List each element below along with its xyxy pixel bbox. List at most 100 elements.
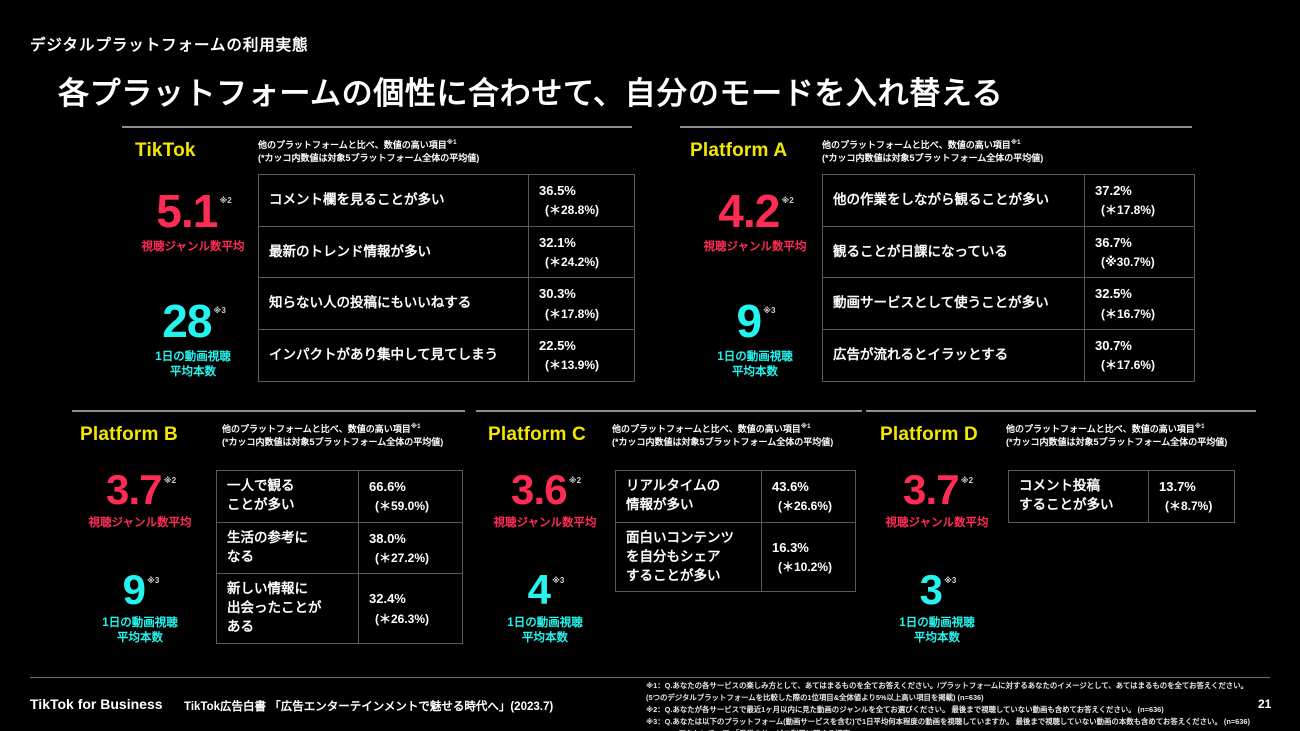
note-line-2: (*カッコ内数値は対象5プラットフォーム全体の平均値): [612, 437, 834, 448]
metric-caption-line2: 平均本数: [732, 366, 778, 379]
metric-videos-c: 4 ※3 1日の動画視聴 平均本数: [470, 569, 620, 647]
stat-value-average: (＊27.2%): [375, 550, 430, 565]
stat-value-main: 36.7%: [1095, 234, 1132, 250]
metric-footnote-ref: ※2: [163, 476, 177, 485]
stat-value-average: (※30.7%): [1101, 254, 1155, 269]
metric-genre-c: 3.6 ※2 視聴ジャンル数平均: [470, 469, 620, 531]
metric-caption-line1: 1日の動画視聴: [507, 616, 583, 629]
metric-footnote-ref: ※2: [781, 196, 794, 205]
stat-value-average: (＊28.8%): [545, 203, 600, 218]
table-row: 面白いコンテンツ を自分もシェア することが多い 16.3% (＊10.2%): [615, 521, 856, 593]
metric-caption: 視聴ジャンル数平均: [703, 240, 807, 253]
metric-value: 3: [919, 566, 943, 613]
metric-genre-a: 4.2 ※2 視聴ジャンル数平均: [680, 188, 830, 255]
note-line-1: 他のプラットフォームと比べ、数値の高い項目: [258, 140, 447, 150]
stat-value-average: (＊24.2%): [545, 254, 600, 269]
stat-value: 66.6% (＊59.0%): [358, 470, 463, 523]
stat-table-body: コメント欄を見ることが多い 36.5% (＊28.8%) 最新のトレンド情報が多い 32…: [258, 174, 635, 382]
table-row: 観ることが日課になっている 36.7% (※30.7%): [822, 225, 1195, 279]
stat-value-main: 37.2%: [1095, 183, 1132, 198]
footnote-line: ※2：Q.あなたが各サービスで最近1ヶ月以内に見た動画のジャンルを全てお選びくだ…: [646, 704, 1164, 714]
metric-value: 9: [736, 295, 763, 347]
stat-value: 22.5% (＊13.9%): [528, 329, 635, 382]
metric-caption: 1日の動画視聴 平均本数: [862, 616, 1012, 647]
metric-caption: 1日の動画視聴 平均本数: [470, 616, 620, 647]
stat-value-main: 32.1%: [539, 234, 576, 250]
metric-caption-line1: 1日の動画視聴: [102, 616, 178, 629]
footnote-line: ※3：Q.あなたは以下のプラットフォーム(動画サービスを含む)で1日平均何本程度…: [646, 716, 1250, 726]
metric-value: 5.1: [156, 185, 218, 237]
stat-value-main: 13.7%: [1159, 479, 1196, 494]
metric-videos-tiktok: 28 ※3 1日の動画視聴 平均本数: [118, 295, 268, 381]
metric-footnote-ref: ※3: [147, 576, 160, 585]
table-row: 一人で観る ことが多い 66.6% (＊59.0%): [216, 470, 463, 523]
stat-value-main: 22.5%: [539, 338, 576, 354]
stat-value: 37.2% (＊17.8%): [1084, 174, 1195, 227]
platform-name-d: Platform D: [880, 424, 978, 445]
page-title: 各プラットフォームの個性に合わせて、自分のモードを入れ替える: [58, 76, 1004, 111]
stat-value: 30.3% (＊17.8%): [528, 277, 635, 331]
footnote-line: ※1：Q.あなたの各サービスの楽しみ方として、あてはまるものを全てお答えください…: [646, 681, 1248, 690]
stat-label: 動画サービスとして使うことが多い: [822, 277, 1085, 331]
table-row: 新しい情報に 出会ったことが ある 32.4% (＊26.3%): [216, 573, 463, 645]
note-line-2: (*カッコ内数値は対象5プラットフォーム全体の平均値): [822, 153, 1044, 164]
platform-name-c: Platform C: [488, 424, 586, 445]
stat-value: 30.7% (＊17.6%): [1084, 329, 1195, 382]
table-row: 他の作業をしながら観ることが多い 37.2% (＊17.8%): [822, 174, 1195, 227]
stat-table-a: 他の作業をしながら観ることが多い 37.2% (＊17.8%) 観ることが日課になって…: [822, 174, 1195, 382]
stat-value: 32.1% (＊24.2%): [528, 225, 635, 279]
brand-subtitle: TikTok広告白書 「広告エンターテインメントで魅せる時代へ」(2023.7): [184, 701, 554, 713]
metric-caption-line2: 平均本数: [522, 632, 568, 645]
footnote-line: Source：アクセンチュア 「日常のサービス利用に関する調査2023」: [646, 728, 1250, 731]
metric-caption-line2: 平均本数: [914, 632, 960, 645]
metric-value: 3.7: [902, 466, 960, 513]
metric-videos-a: 9 ※3 1日の動画視聴 平均本数: [680, 295, 830, 381]
note-line-1: 他のプラットフォームと比べ、数値の高い項目: [1006, 424, 1195, 434]
stat-value: 36.5% (＊28.8%): [528, 174, 635, 227]
metric-value: 9: [122, 566, 146, 613]
stat-value-average: (＊10.2%): [778, 559, 833, 574]
note-line-2: (*カッコ内数値は対象5プラットフォーム全体の平均値): [258, 153, 480, 164]
divider-tiktok: [122, 126, 632, 128]
stat-label: インパクトがあり集中して見てしまう: [258, 329, 529, 382]
stat-value-main: 16.3%: [772, 539, 809, 555]
table-row: 広告が流れるとイラッとする 30.7% (＊17.6%): [822, 329, 1195, 382]
metric-footnote-ref: ※2: [568, 476, 582, 485]
metric-caption: 視聴ジャンル数平均: [493, 516, 597, 529]
table-row: 知らない人の投稿にもいいねする 30.3% (＊17.8%): [258, 277, 635, 331]
metric-caption-line1: 1日の動画視聴: [155, 350, 231, 363]
metric-footnote-ref: ※3: [552, 576, 565, 585]
stat-value-main: 43.6%: [772, 479, 809, 494]
platform-name-a: Platform A: [690, 140, 788, 161]
note-sup-1: ※1: [1010, 139, 1021, 146]
metric-value: 28: [162, 295, 212, 347]
platform-note-a: 他のプラットフォームと比べ、数値の高い項目※1 (*カッコ内数値は対象5プラット…: [822, 138, 1043, 165]
stat-label: 知らない人の投稿にもいいねする: [258, 277, 529, 331]
stat-value-main: 30.7%: [1095, 338, 1132, 354]
platform-note-c: 他のプラットフォームと比べ、数値の高い項目※1 (*カッコ内数値は対象5プラット…: [612, 422, 833, 449]
stat-label: 生活の参考に なる: [216, 521, 359, 575]
table-row: 最新のトレンド情報が多い 32.1% (＊24.2%): [258, 225, 635, 279]
stat-table-d: コメント投稿 することが多い 13.7% (＊8.7%): [1008, 470, 1235, 523]
metric-caption-line2: 平均本数: [117, 632, 163, 645]
slide-kicker: デジタルプラットフォームの利用実態: [30, 37, 309, 54]
stat-value-average: (＊17.8%): [1101, 203, 1156, 218]
stat-label: 広告が流れるとイラッとする: [822, 329, 1085, 382]
stat-value-average: (＊26.6%): [778, 499, 833, 514]
metric-genre-tiktok: 5.1 ※2 視聴ジャンル数平均: [118, 185, 268, 255]
stat-table-body: コメント投稿 することが多い 13.7% (＊8.7%): [1008, 470, 1235, 523]
stat-value-main: 32.5%: [1095, 286, 1132, 302]
divider-platform-c: [476, 410, 862, 412]
stat-label: 最新のトレンド情報が多い: [258, 225, 529, 279]
metric-caption: 1日の動画視聴 平均本数: [65, 616, 215, 647]
metric-caption: 視聴ジャンル数平均: [88, 516, 192, 529]
table-row: リアルタイムの 情報が多い 43.6% (＊26.6%): [615, 470, 856, 523]
stat-value-main: 38.0%: [369, 530, 406, 546]
metric-caption: 視聴ジャンル数平均: [141, 240, 245, 253]
stat-value-average: (＊59.0%): [375, 499, 430, 514]
stat-table-body: 他の作業をしながら観ることが多い 37.2% (＊17.8%) 観ることが日課になって…: [822, 174, 1195, 382]
platform-note-d: 他のプラットフォームと比べ、数値の高い項目※1 (*カッコ内数値は対象5プラット…: [1006, 422, 1227, 449]
stat-label: 面白いコンテンツ を自分もシェア することが多い: [615, 521, 762, 593]
page-number: 21: [1258, 697, 1272, 711]
